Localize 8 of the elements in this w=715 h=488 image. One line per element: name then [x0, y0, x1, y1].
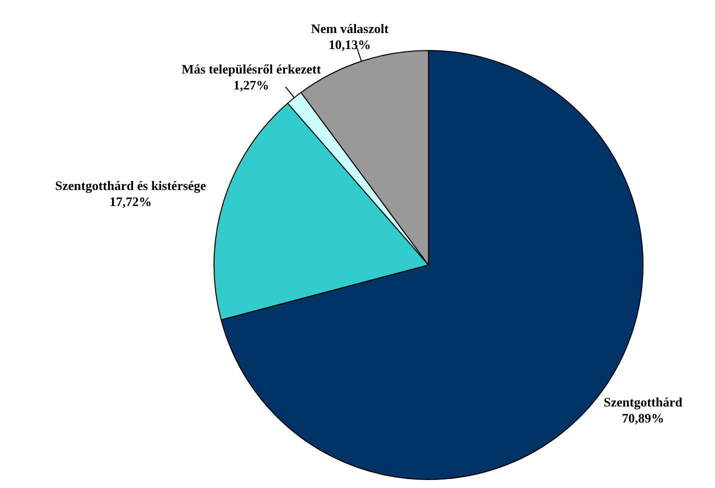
- slice-label: Szentgotthárd és kistérsége: [55, 178, 206, 194]
- data-label: 70,89%: [622, 410, 664, 426]
- data-label: 10,13%: [328, 36, 371, 52]
- data-label: 1,27%: [233, 78, 270, 93]
- data-label: 17,72%: [109, 194, 152, 210]
- slice-label: Más településről érkezett: [182, 62, 322, 77]
- slice-label: Szentgotthárd: [604, 394, 684, 410]
- slice-label: Nem válaszolt: [310, 20, 390, 36]
